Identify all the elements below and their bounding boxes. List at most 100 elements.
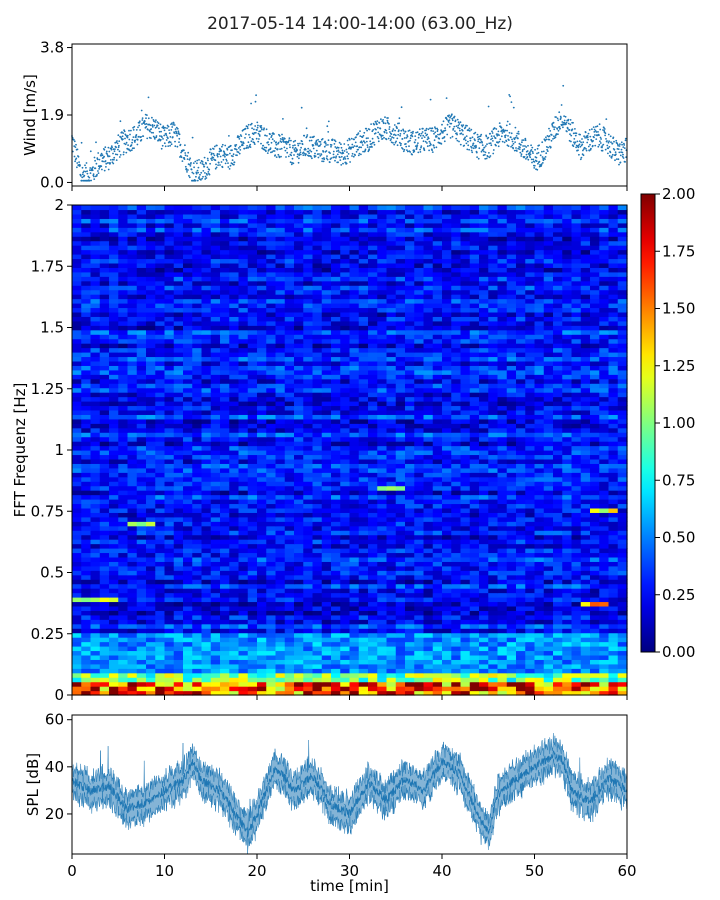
spectrogram-cell bbox=[118, 628, 129, 634]
spectrogram-cell bbox=[497, 579, 508, 585]
spectrogram-cell bbox=[312, 672, 323, 678]
spectrogram-cell bbox=[201, 686, 212, 692]
spectrogram-cell bbox=[192, 490, 203, 496]
wind-point bbox=[202, 163, 205, 166]
spectrogram-cell bbox=[321, 623, 332, 629]
spectrogram-cell bbox=[275, 588, 286, 594]
spectrogram-cell bbox=[146, 686, 156, 692]
wind-point bbox=[204, 178, 207, 180]
wind-point bbox=[588, 129, 591, 131]
spectrogram-cell bbox=[617, 690, 628, 696]
spectrogram-cell bbox=[247, 614, 258, 620]
spectrogram-cell bbox=[275, 503, 286, 509]
wind-point bbox=[254, 131, 257, 134]
spectrogram-cell bbox=[534, 663, 545, 669]
spectrogram-cell bbox=[192, 516, 203, 522]
spectrogram-cell bbox=[423, 668, 434, 674]
spectrogram-cell bbox=[303, 601, 314, 607]
wind-point bbox=[389, 139, 392, 142]
spectrogram-cell bbox=[146, 481, 156, 487]
spectrogram-cell bbox=[312, 543, 323, 549]
spectrogram-cell bbox=[146, 458, 156, 464]
spectrogram-cell bbox=[405, 494, 415, 500]
spectrogram-cell bbox=[238, 646, 249, 652]
spectrogram-cell bbox=[312, 623, 323, 629]
spectrogram-cell bbox=[331, 677, 341, 683]
spectrogram-cell bbox=[266, 605, 277, 611]
spectrogram-cell bbox=[562, 548, 573, 554]
spectrogram-cell bbox=[127, 597, 138, 603]
wind-point bbox=[105, 166, 107, 168]
spectrogram-cell bbox=[534, 556, 545, 562]
wind-point bbox=[478, 135, 480, 138]
spectrogram-cell bbox=[506, 686, 517, 692]
wind-point bbox=[241, 144, 244, 147]
spectrogram-cell bbox=[414, 463, 425, 469]
spectrogram-cell bbox=[414, 561, 425, 567]
spectrogram-cell bbox=[451, 592, 462, 598]
spectrogram-cell bbox=[109, 463, 119, 469]
wind-point bbox=[594, 144, 597, 147]
spectrogram-cell bbox=[442, 472, 452, 478]
spectrogram-cell bbox=[275, 610, 286, 616]
spectrogram-cell bbox=[321, 619, 332, 625]
wind-point bbox=[417, 142, 419, 145]
spectrogram-cell bbox=[183, 641, 193, 647]
spectrogram-cell bbox=[553, 614, 563, 620]
spectrogram-cell bbox=[553, 472, 563, 478]
wind-point bbox=[223, 151, 226, 154]
spectrogram-cell bbox=[210, 637, 221, 643]
spectrogram-cell bbox=[136, 650, 147, 656]
wind-point bbox=[307, 147, 310, 150]
spectrogram-cell bbox=[349, 574, 360, 580]
spectrogram-cell bbox=[460, 646, 471, 652]
spectrogram-cell bbox=[599, 641, 610, 647]
spectrogram-cell bbox=[81, 605, 92, 611]
spectrogram-cell bbox=[451, 543, 462, 549]
spectrogram-cell bbox=[599, 552, 610, 558]
spectrogram-cell bbox=[451, 605, 462, 611]
spectrogram-cell bbox=[220, 641, 230, 647]
spectrogram-cell bbox=[284, 632, 295, 638]
spectrogram-cell bbox=[340, 548, 351, 554]
spectrogram-cell bbox=[543, 641, 554, 647]
spectrogram-cell bbox=[247, 539, 258, 545]
spectrogram-cell bbox=[497, 481, 508, 487]
spectrogram-cell bbox=[506, 548, 517, 554]
spectrogram-cell bbox=[516, 659, 526, 665]
spectrogram-cell bbox=[386, 654, 397, 660]
spectrogram-cell bbox=[395, 539, 406, 545]
wind-point bbox=[622, 146, 625, 149]
spectrogram-cell bbox=[109, 574, 119, 580]
spectrogram-cell bbox=[525, 663, 536, 669]
spectrogram-cell bbox=[210, 668, 221, 674]
spectrogram-cell bbox=[525, 588, 536, 594]
spectrogram-cell bbox=[580, 548, 591, 554]
spectrogram-cell bbox=[275, 485, 286, 491]
spectrogram-cell bbox=[146, 619, 156, 625]
spectrogram-cell bbox=[146, 605, 156, 611]
spectrogram-cell bbox=[127, 690, 138, 696]
spectrogram-cell bbox=[599, 458, 610, 464]
spectrogram-cell bbox=[377, 539, 388, 545]
spectrogram-cell bbox=[451, 641, 462, 647]
spectrogram-cell bbox=[553, 650, 563, 656]
spectrogram-cell bbox=[506, 512, 517, 518]
spectrogram-cell bbox=[580, 583, 591, 589]
spectrogram-cell bbox=[340, 672, 351, 678]
wind-point bbox=[76, 166, 78, 169]
spectrogram-cell bbox=[99, 610, 110, 616]
spectrogram-cell bbox=[534, 619, 545, 625]
spectrogram-cell bbox=[72, 677, 82, 683]
spectrogram-cell bbox=[294, 499, 304, 505]
spectrogram-cell bbox=[229, 472, 240, 478]
spectrogram-cell bbox=[201, 561, 212, 567]
spectrogram-cell bbox=[183, 521, 193, 527]
wind-point bbox=[216, 155, 219, 158]
spectrogram-cell bbox=[423, 556, 434, 562]
wind-point bbox=[293, 154, 295, 156]
spectrogram-cell bbox=[201, 481, 212, 487]
spectrogram-cell bbox=[479, 654, 489, 660]
wind-point bbox=[533, 164, 536, 167]
wind-point bbox=[587, 138, 589, 141]
